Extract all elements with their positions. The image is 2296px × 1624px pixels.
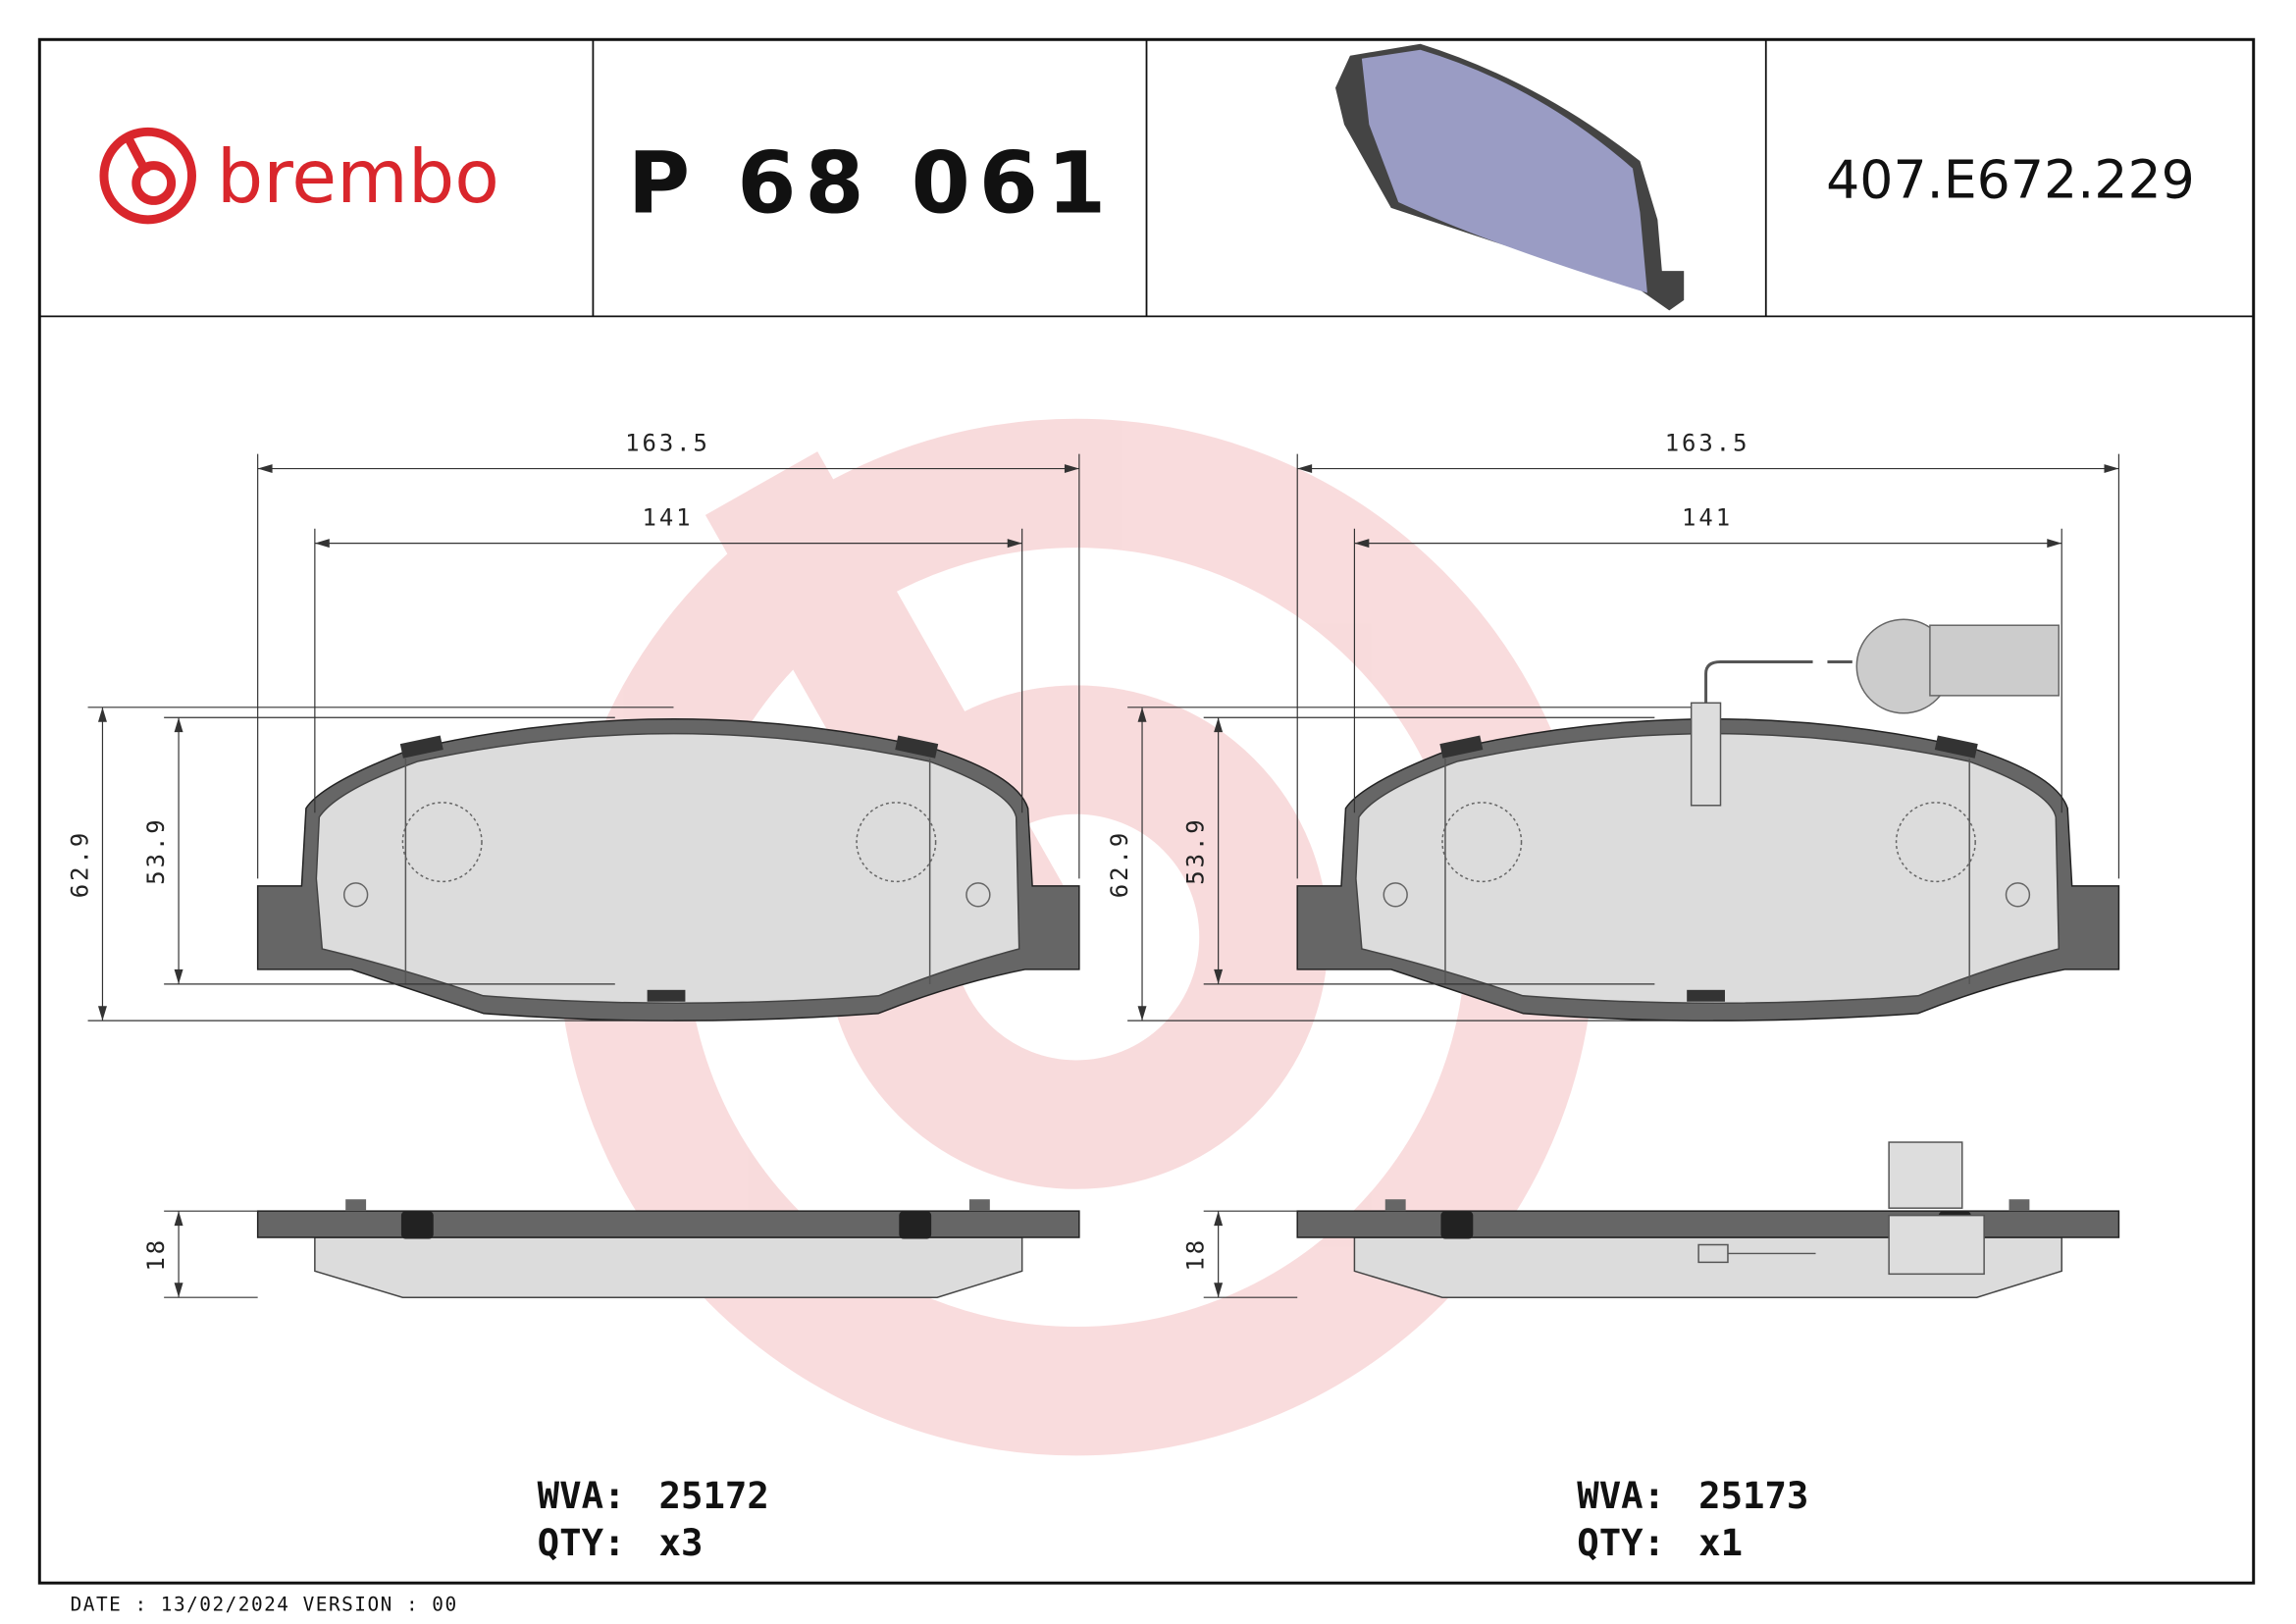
dimension-label: 141	[1682, 504, 1733, 532]
sensor-connector	[1929, 624, 2060, 697]
wva-number: 25172	[659, 1474, 769, 1517]
sensor-side-wire	[1697, 1243, 1816, 1264]
qty-label: QTY:	[1577, 1521, 1665, 1564]
dimension-label: 18	[1182, 1237, 1210, 1272]
clip	[1934, 735, 1978, 759]
sensor-side	[1888, 1214, 1985, 1276]
clip	[1687, 989, 1725, 1002]
dimension-label: 163.5	[625, 430, 710, 457]
drawings: 163.5 141 62.9 53.9 18 WVA: 25172 QTY: x3 163.5 14…	[67, 430, 2120, 1564]
hidden-circle	[401, 802, 483, 883]
friction-material	[1355, 732, 2060, 1004]
brand-logo	[99, 127, 196, 225]
reference-code: 407.E672.229	[1826, 148, 2195, 210]
dimension-label: 62.9	[1106, 830, 1133, 898]
friction-material	[315, 732, 1020, 1004]
dimension-label: 53.9	[142, 816, 170, 884]
hidden-circle	[1895, 802, 1976, 883]
wva-label: WVA:	[538, 1474, 626, 1517]
side-plate	[1296, 1210, 2120, 1238]
dimension-label: 163.5	[1665, 430, 1750, 457]
hidden-circle	[1441, 802, 1523, 883]
hidden-circle	[856, 802, 937, 883]
part-number: P 68 061	[628, 134, 1115, 233]
pad-drawing: 163.5 141 62.9 53.9 18 WVA: 25173 QTY: x1	[1106, 430, 2120, 1564]
side-plate	[256, 1210, 1080, 1238]
side-clip	[1384, 1199, 1406, 1212]
sensor-body	[1690, 702, 1722, 807]
side-clip	[899, 1211, 932, 1239]
side-clip	[968, 1199, 990, 1212]
side-clip	[1440, 1211, 1474, 1239]
qty-value: x1	[1698, 1521, 1743, 1564]
hidden-circle	[1383, 882, 1408, 908]
clip	[895, 735, 939, 759]
clip	[647, 989, 686, 1002]
side-clip	[345, 1199, 367, 1212]
dimension-label: 141	[642, 504, 693, 532]
qty-label: QTY:	[538, 1521, 626, 1564]
footer-date: DATE : 13/02/2024 VERSION : 00	[71, 1594, 458, 1616]
hidden-circle	[342, 882, 369, 908]
wva-label: WVA:	[1577, 1474, 1665, 1517]
hidden-circle	[965, 882, 991, 908]
side-friction	[314, 1236, 1023, 1298]
side-clip	[2009, 1199, 2030, 1212]
pad-drawing: 163.5 141 62.9 53.9 18 WVA: 25172 QTY: x3	[67, 430, 1080, 1564]
sensor-wire	[1704, 660, 1852, 707]
sensor-side	[1888, 1141, 1963, 1209]
clip	[399, 735, 444, 759]
header-lines	[39, 39, 2254, 318]
side-clip	[400, 1211, 434, 1239]
dimension-label: 18	[142, 1237, 170, 1272]
brand-name: brembo	[217, 134, 499, 220]
dimension-label: 53.9	[1182, 816, 1210, 884]
qty-value: x3	[659, 1521, 704, 1564]
wva-number: 25173	[1698, 1474, 1808, 1517]
hidden-circle	[2005, 882, 2031, 908]
dimension-label: 62.9	[67, 830, 94, 898]
pad-render	[1335, 43, 1685, 311]
clip	[1439, 735, 1484, 759]
